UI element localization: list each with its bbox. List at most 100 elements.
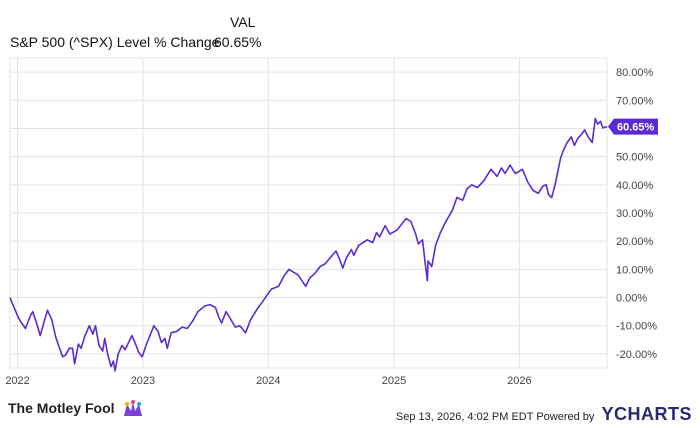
- data-point: [599, 120, 601, 122]
- data-point: [17, 316, 19, 318]
- data-point: [58, 346, 60, 348]
- data-point: [358, 244, 360, 246]
- jester-hat-icon: [124, 400, 143, 417]
- data-point: [570, 136, 572, 138]
- data-point: [580, 133, 582, 135]
- data-point: [218, 316, 220, 318]
- data-point: [602, 127, 604, 129]
- data-point: [594, 117, 596, 119]
- data-point: [256, 308, 258, 310]
- data-point: [249, 319, 251, 321]
- data-point: [417, 243, 419, 245]
- data-point: [342, 267, 344, 269]
- data-point: [104, 337, 106, 339]
- data-point: [283, 275, 285, 277]
- data-point: [329, 257, 331, 259]
- data-point: [234, 326, 236, 328]
- data-point: [366, 239, 368, 241]
- data-point: [345, 257, 347, 259]
- data-point: [24, 327, 26, 329]
- data-point: [92, 333, 94, 335]
- data-point: [266, 294, 268, 296]
- last-value-label: 60.65%: [617, 122, 655, 134]
- data-point: [71, 347, 73, 349]
- legend-value-header: VAL: [230, 14, 256, 30]
- data-point: [112, 360, 114, 362]
- y-tick-label: 30.00%: [616, 208, 654, 220]
- data-point: [490, 168, 492, 170]
- data-point: [532, 189, 534, 191]
- data-point: [160, 341, 162, 343]
- data-point: [415, 233, 417, 235]
- data-point: [110, 365, 112, 367]
- data-point: [372, 241, 374, 243]
- data-point: [39, 334, 41, 336]
- data-point: [83, 336, 85, 338]
- data-point: [176, 330, 178, 332]
- data-point: [64, 354, 66, 356]
- data-point: [547, 194, 549, 196]
- data-point: [197, 310, 199, 312]
- data-point: [106, 353, 108, 355]
- data-point: [145, 344, 147, 346]
- data-point: [500, 167, 502, 169]
- data-point: [88, 325, 90, 327]
- data-point: [288, 268, 290, 270]
- data-point: [314, 272, 316, 274]
- powered-by-label: Powered by: [536, 411, 595, 423]
- data-point: [51, 319, 53, 321]
- data-point: [225, 310, 227, 312]
- data-point: [164, 337, 166, 339]
- data-point: [456, 196, 458, 198]
- x-tick-label: 2023: [131, 375, 155, 387]
- data-point: [230, 319, 232, 321]
- ycharts-logo: YCHARTS: [601, 404, 692, 424]
- data-point: [134, 341, 136, 343]
- data-point: [521, 168, 523, 170]
- y-axis-ticks: -20.00% -10.00% 0.00% 10.00% 20.00% 30.00% 40.…: [616, 67, 657, 361]
- data-point: [80, 347, 82, 349]
- data-point: [114, 370, 116, 372]
- y-tick-label: 40.00%: [616, 180, 654, 192]
- data-point: [214, 306, 216, 308]
- series-line: [9, 117, 608, 372]
- data-point: [527, 181, 529, 183]
- data-point: [55, 336, 57, 338]
- data-point: [554, 184, 556, 186]
- data-point: [191, 320, 193, 322]
- x-tick-label: 2026: [507, 375, 531, 387]
- x-tick-label: 2025: [382, 375, 406, 387]
- data-point: [73, 363, 75, 365]
- data-point: [29, 315, 31, 317]
- data-point: [319, 265, 321, 267]
- data-point: [186, 327, 188, 329]
- y-tick-label: 0.00%: [616, 293, 647, 305]
- data-point: [153, 325, 155, 327]
- data-point: [584, 129, 586, 131]
- data-point: [12, 305, 14, 307]
- data-point: [591, 141, 593, 143]
- data-point: [94, 325, 96, 327]
- data-point: [68, 347, 70, 349]
- data-point: [434, 244, 436, 246]
- data-point: [124, 349, 126, 351]
- timestamp: Sep 13, 2026, 4:02 PM EDT: [395, 411, 534, 423]
- y-tick-label: 10.00%: [616, 264, 654, 276]
- data-point: [305, 285, 307, 287]
- y-tick-label: -10.00%: [616, 321, 657, 333]
- data-point: [551, 196, 553, 198]
- data-point: [19, 320, 21, 322]
- data-point: [244, 332, 246, 334]
- data-point: [466, 188, 468, 190]
- data-point: [309, 277, 311, 279]
- data-point: [141, 356, 143, 358]
- data-point: [606, 125, 608, 127]
- data-point: [476, 186, 478, 188]
- data-point: [277, 285, 279, 287]
- data-point: [504, 172, 506, 174]
- line-chart: -20.00% -10.00% 0.00% 10.00% 20.00% 30.00% 40.…: [5, 57, 658, 387]
- last-value-flag: 60.65%: [608, 118, 658, 135]
- x-tick-label: 2024: [256, 375, 280, 387]
- y-tick-label: 80.00%: [616, 67, 654, 79]
- data-point: [204, 305, 206, 307]
